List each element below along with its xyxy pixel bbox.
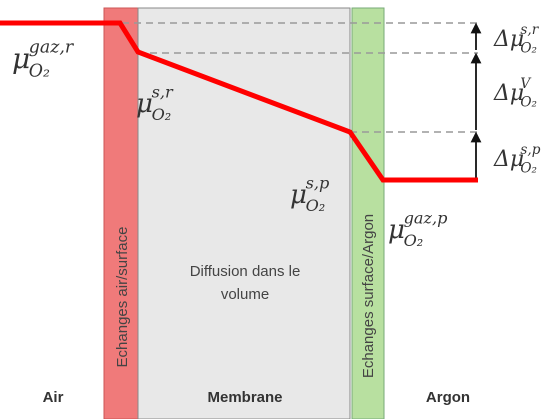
zone-label: Echanges air/surface bbox=[114, 227, 131, 368]
superscript: gaz,r bbox=[29, 38, 75, 58]
subscript: O₂ bbox=[152, 105, 172, 124]
math-label: μs,r O₂ bbox=[136, 83, 174, 124]
subscript: O₂ bbox=[306, 196, 326, 215]
membrane-zone bbox=[137, 7, 351, 419]
superscript: s,p bbox=[520, 142, 540, 158]
math-label: ΔμV O₂ bbox=[493, 76, 537, 111]
math-label: μgaz,r O₂ bbox=[12, 38, 75, 82]
region-label: Air bbox=[43, 389, 64, 406]
symbol: μ bbox=[12, 42, 30, 75]
potential-profile bbox=[0, 20, 478, 183]
subscript: O₂ bbox=[520, 41, 537, 57]
symbol: μ bbox=[136, 89, 153, 119]
superscript: s,p bbox=[306, 174, 330, 193]
symbol: μ bbox=[388, 215, 405, 245]
math-label: Δμs,r O₂ bbox=[493, 22, 540, 57]
superscript: s,r bbox=[152, 83, 174, 102]
zone-label: volume bbox=[221, 286, 269, 303]
zone-label: Diffusion dans le bbox=[190, 263, 301, 280]
symbol: Δμ bbox=[493, 27, 524, 52]
subscript: O₂ bbox=[520, 161, 537, 177]
math-label: Δμs,p O₂ bbox=[493, 142, 541, 177]
surface-argon-zone bbox=[351, 7, 385, 419]
region-label: Membrane bbox=[207, 389, 282, 406]
symbol: Δμ bbox=[493, 147, 524, 172]
subscript: O₂ bbox=[404, 231, 424, 250]
subscript: O₂ bbox=[520, 95, 537, 111]
symbol: μ bbox=[290, 180, 307, 210]
symbol: Δμ bbox=[493, 81, 524, 106]
zone-label: Echanges surface/Argon bbox=[360, 214, 377, 378]
air-surface-zone bbox=[103, 7, 139, 419]
region-label: Argon bbox=[426, 389, 470, 406]
math-label: μs,p O₂ bbox=[290, 174, 329, 215]
subscript: O₂ bbox=[29, 61, 50, 81]
superscript: s,r bbox=[520, 22, 539, 38]
superscript: gaz,p bbox=[404, 209, 448, 228]
superscript: V bbox=[520, 76, 531, 92]
dashed-levels bbox=[122, 22, 478, 133]
math-label: μgaz,p O₂ bbox=[388, 209, 447, 250]
